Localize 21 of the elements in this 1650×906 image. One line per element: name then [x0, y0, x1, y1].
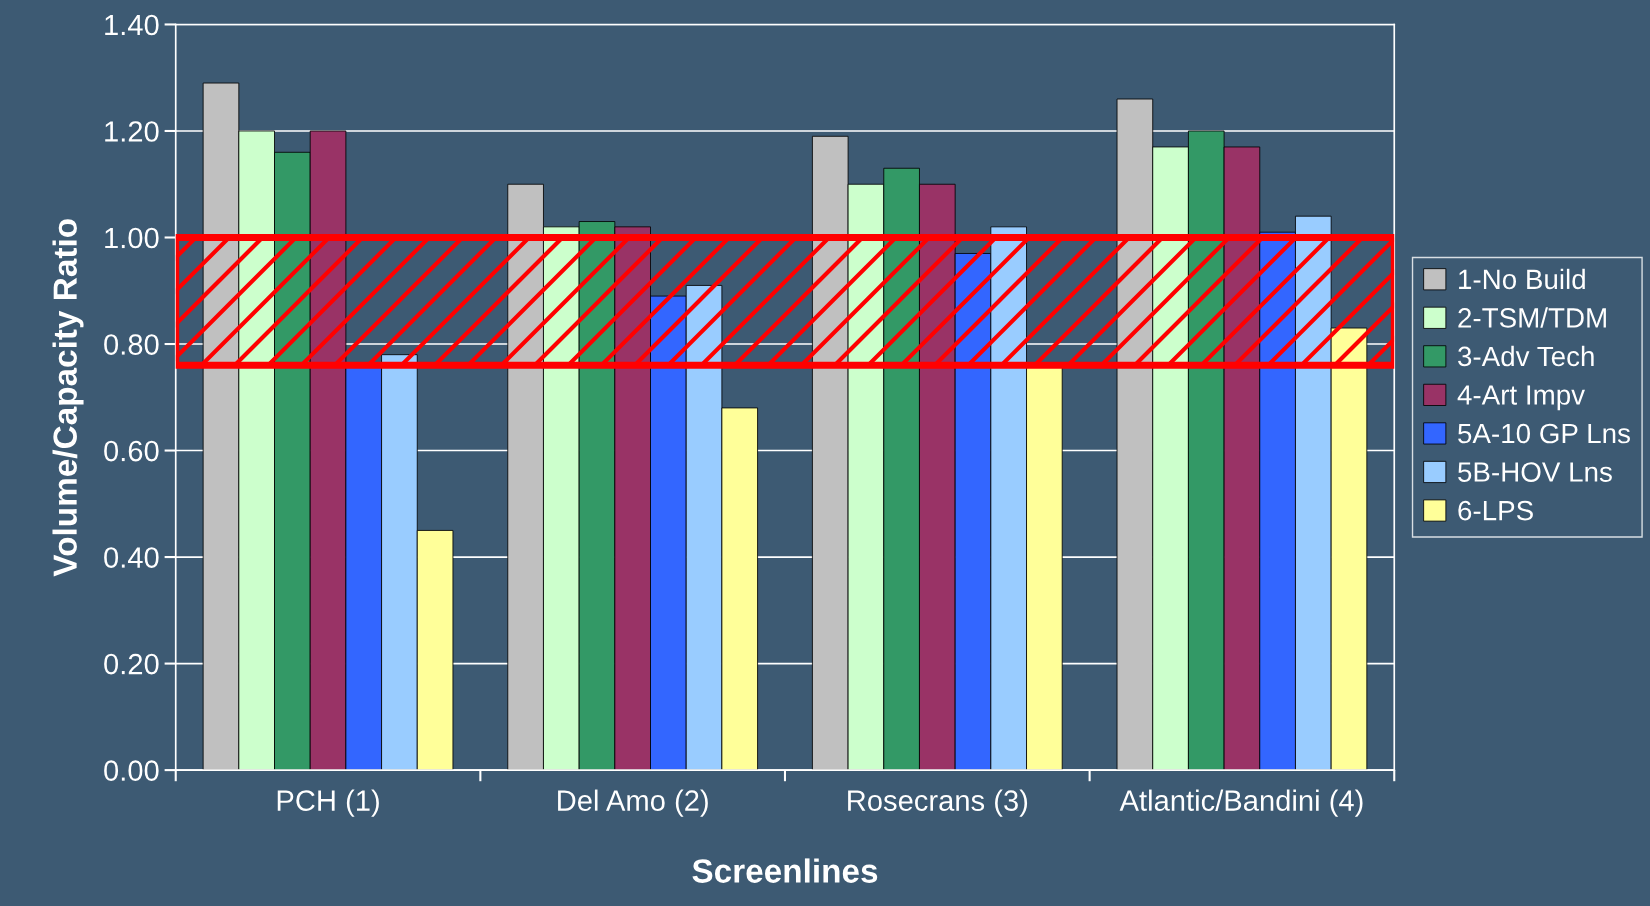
y-tick-label: 0.20 [104, 653, 159, 675]
y-tick-label: 0.80 [104, 334, 159, 355]
x-tick-label: PCH (1) [277, 789, 379, 817]
y-tick-label: 1.20 [105, 121, 159, 142]
x-tick-label: Del Amo (2) [558, 789, 708, 817]
y-tick-label: 0.00 [104, 760, 159, 781]
x-tick-label: Rosecrans (3) [848, 789, 1028, 817]
y-tick-label: 0.60 [104, 440, 159, 462]
legend-label: 3-Adv Tech [1458, 345, 1594, 367]
legend-label: 2-TSM/TDM [1458, 307, 1606, 328]
legend-label: 5A-10 GP Lns [1458, 423, 1630, 444]
x-tick-label: Atlantic/Bandini (4) [1119, 789, 1363, 817]
legend-label: 4-Art Impv [1457, 385, 1585, 411]
x-axis-title: Screenlines [692, 858, 878, 883]
y-axis-title: Volume/Capacity Ratio [52, 219, 84, 577]
y-tick-label: 0.40 [104, 547, 159, 568]
legend-label: 1-No Build [1459, 268, 1585, 290]
y-tick-label: 1.40 [105, 14, 159, 36]
legend-label: 5B-HOV Lns [1458, 462, 1612, 482]
legend-label: 6-LPS [1458, 500, 1533, 521]
y-tick-label: 1.00 [105, 227, 159, 249]
